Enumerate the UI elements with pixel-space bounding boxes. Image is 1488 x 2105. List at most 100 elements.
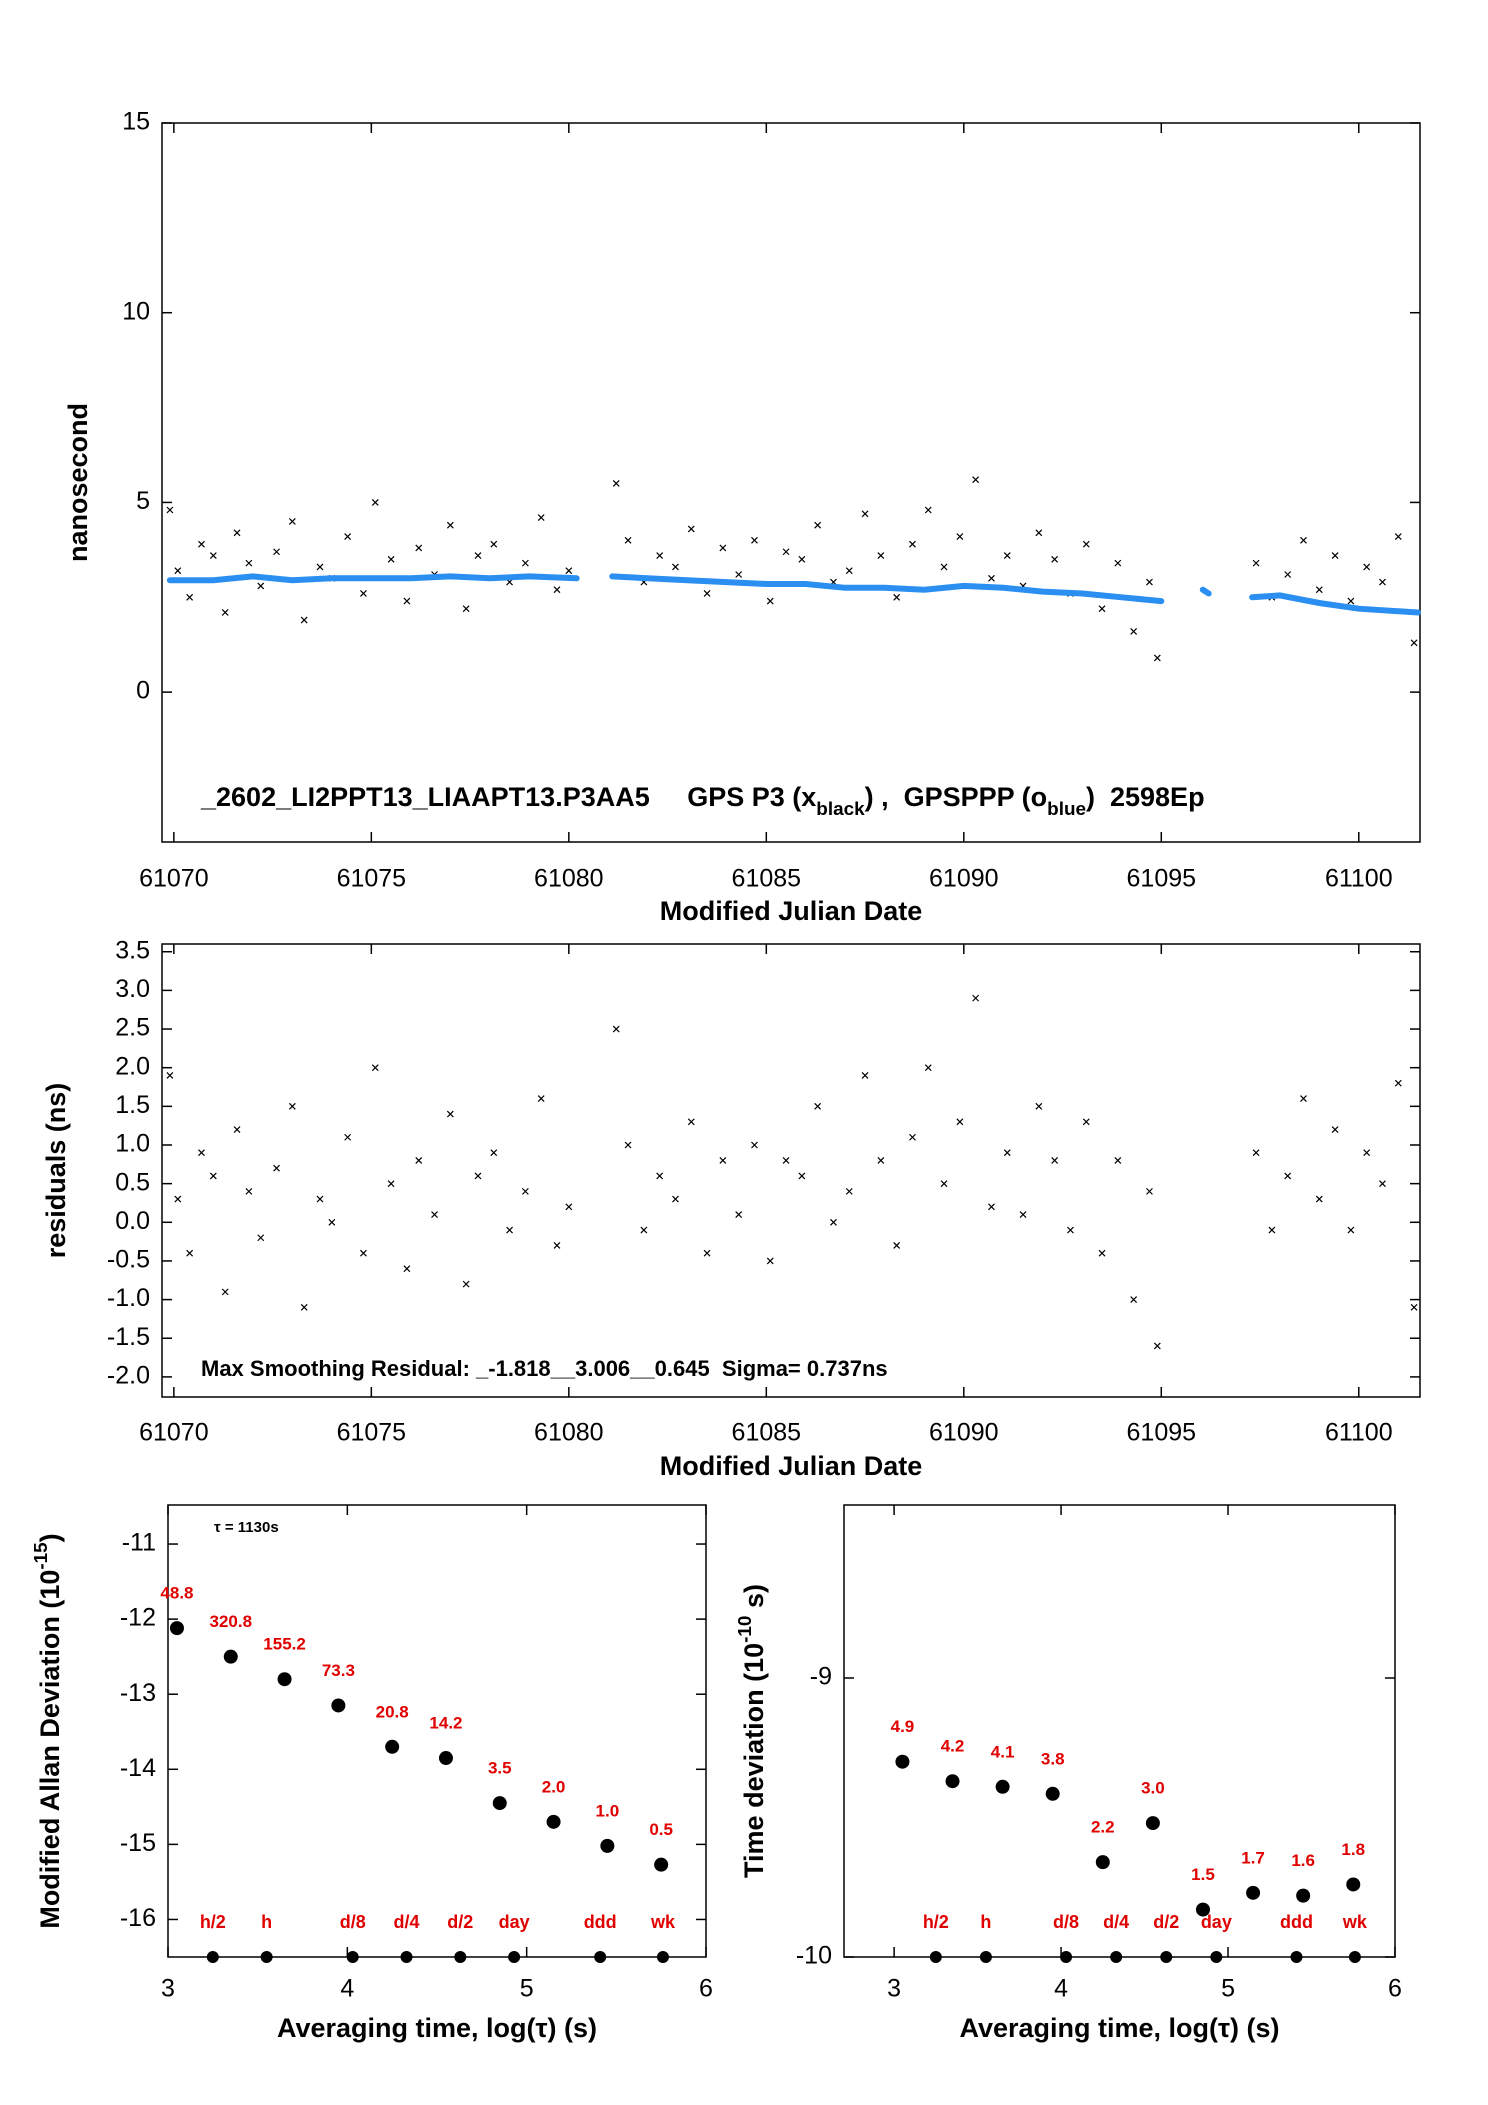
point-label: 0.5	[649, 1820, 673, 1839]
x-marker	[924, 1064, 932, 1072]
point	[1045, 1786, 1060, 1801]
panel: 3 4 5 6 -10 -9 Averaging time, log(τ) (s) Time …	[735, 1504, 1402, 2043]
x-marker	[735, 1211, 743, 1218]
x-marker	[328, 1218, 336, 1226]
x-marker	[1114, 1157, 1122, 1164]
x-marker	[537, 1095, 545, 1103]
point-label: 48.8	[160, 1584, 193, 1603]
y-tick-label: -0.5	[107, 1246, 150, 1274]
x-marker	[174, 567, 182, 575]
x-tick-label: 6	[699, 1975, 713, 2003]
x-marker	[1098, 605, 1106, 613]
x-marker	[186, 1249, 194, 1257]
period-label: day	[499, 1912, 530, 1932]
x-marker	[1130, 627, 1138, 635]
point	[492, 1796, 507, 1811]
x-marker	[316, 1195, 324, 1203]
period-marker	[1160, 1951, 1173, 1963]
period-marker	[508, 1951, 521, 1963]
x-tick-label: 4	[1054, 1975, 1068, 2003]
x-marker	[1315, 586, 1323, 594]
x-marker	[371, 1064, 379, 1072]
point	[331, 1698, 346, 1713]
x-marker	[233, 1126, 241, 1133]
point	[1296, 1888, 1311, 1903]
x-marker	[861, 510, 869, 518]
x-marker	[624, 536, 632, 544]
y-axis-title-part: nanosecond	[63, 403, 93, 562]
x-marker	[553, 1242, 561, 1249]
x-marker	[1051, 1157, 1059, 1164]
x-marker	[221, 1288, 229, 1296]
x-tick-label: 61100	[1325, 1419, 1393, 1447]
x-marker	[956, 533, 964, 540]
point	[1346, 1877, 1361, 1892]
x-marker	[751, 1141, 758, 1149]
period-label: h/2	[923, 1912, 949, 1932]
point	[277, 1672, 292, 1687]
x-marker	[1003, 552, 1011, 559]
point	[546, 1814, 561, 1829]
y-tick-label: -1.0	[107, 1284, 150, 1312]
y-axis-title-part: Time deviation (10	[739, 1643, 769, 1878]
point	[600, 1838, 615, 1853]
period-marker	[454, 1951, 467, 1963]
y-tick-label: -13	[120, 1679, 156, 1707]
y-axis-title-part: residuals (ns)	[41, 1083, 71, 1259]
x-marker	[972, 994, 980, 1002]
panel: 61070 61075 61080 61085 61090 61095 61100 0 5 10 1…	[63, 108, 1421, 926]
period-marker	[260, 1951, 273, 1963]
x-marker	[537, 514, 545, 522]
x-marker	[221, 609, 229, 616]
x-marker	[612, 1025, 620, 1033]
x-marker	[565, 1203, 573, 1211]
y-tick-label: -16	[120, 1904, 156, 1932]
period-label: d/8	[340, 1912, 366, 1932]
x-marker	[1331, 552, 1339, 559]
x-marker	[273, 548, 280, 556]
x-marker	[656, 552, 664, 559]
y-axis-title-part: -10	[735, 1616, 756, 1643]
point-label: 73.3	[322, 1661, 355, 1680]
annotation: τ = 1130s	[214, 1519, 279, 1536]
point	[995, 1779, 1010, 1794]
x-tick-label: 3	[161, 1975, 175, 2003]
x-marker	[198, 1149, 205, 1157]
y-tick-label: 1.5	[115, 1091, 150, 1119]
x-marker	[940, 563, 948, 571]
x-marker	[1284, 571, 1292, 578]
x-marker	[288, 517, 296, 525]
x-marker	[565, 567, 573, 575]
point	[1145, 1816, 1160, 1831]
period-marker	[1348, 1951, 1361, 1963]
x-marker	[798, 1172, 806, 1180]
y-tick-label: -11	[122, 1529, 156, 1557]
point-label: 2.2	[1091, 1818, 1115, 1837]
y-tick-label: 2.0	[115, 1052, 150, 1080]
x-marker	[956, 1118, 964, 1126]
point-label: 1.7	[1241, 1848, 1265, 1867]
x-marker	[1315, 1195, 1323, 1203]
x-marker	[845, 567, 853, 575]
x-marker	[988, 1203, 995, 1211]
x-tick-label: 61095	[1127, 865, 1197, 893]
x-marker	[209, 1172, 217, 1180]
x-marker	[174, 1195, 182, 1203]
x-marker	[245, 559, 253, 567]
y-tick-label: -15	[120, 1829, 156, 1857]
x-marker	[751, 536, 758, 544]
x-marker	[474, 1172, 482, 1180]
annotation-part: blue	[1047, 799, 1086, 820]
y-axis-title: nanosecond	[63, 403, 93, 562]
y-tick-label: 5	[136, 487, 150, 515]
x-marker	[814, 521, 822, 529]
x-marker	[909, 1133, 916, 1141]
x-marker	[360, 590, 367, 597]
period-marker	[1290, 1951, 1303, 1963]
point	[223, 1649, 238, 1664]
x-marker	[1153, 654, 1161, 662]
x-axis-title: Modified Julian Date	[660, 896, 923, 926]
x-tick-label: 5	[520, 1975, 534, 2003]
x-marker	[344, 1133, 352, 1141]
period-label: d/4	[394, 1912, 420, 1932]
